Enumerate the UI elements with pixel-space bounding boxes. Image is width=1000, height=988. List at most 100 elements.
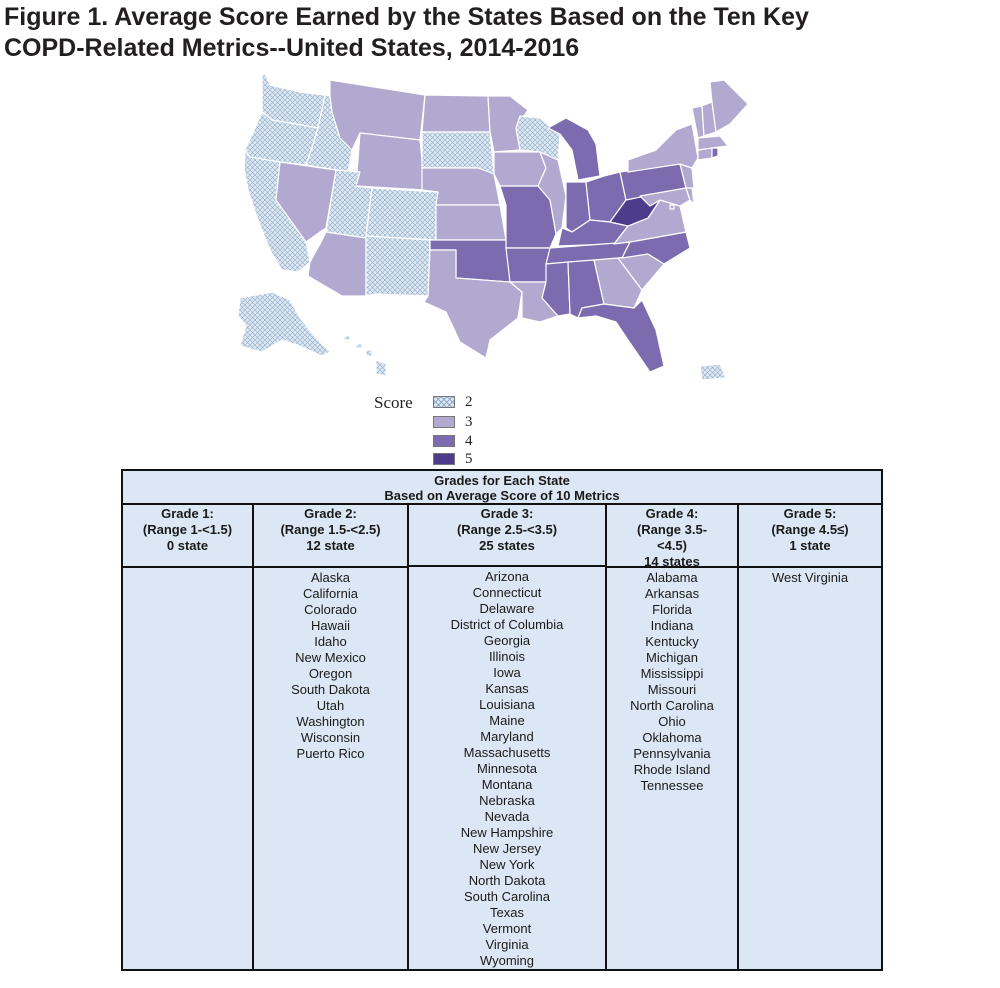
grade-state-item: Pennsylvania (633, 746, 711, 761)
grade-state-item: Texas (490, 905, 524, 920)
grade-state-item: Iowa (493, 665, 521, 680)
grade-state-item: Idaho (314, 634, 347, 649)
grade-state-list: West Virginia (739, 568, 881, 586)
grade-state-item: Hawaii (310, 618, 350, 633)
grades-table: Grades for Each State Based on Average S… (121, 469, 883, 971)
state-AZ (307, 231, 367, 297)
grade-state-item: West Virginia (771, 570, 849, 585)
state-HI (343, 335, 387, 377)
grade-column-2: Grade 2: (Range 1.5-<2.5) 12 state Alask… (254, 505, 409, 969)
grade-state-item: South Dakota (291, 682, 370, 697)
figure-title-line1: Figure 1. Average Score Earned by the St… (4, 3, 809, 31)
grade-state-item: North Dakota (468, 873, 546, 888)
grade-state-item: Florida (652, 602, 692, 617)
legend-label-score-4: 4 (465, 432, 473, 449)
state-IL (537, 151, 567, 235)
grade-state-item: Nebraska (479, 793, 535, 808)
grade-state-item: Wyoming (479, 953, 535, 968)
grade-column-header: Grade 1: (Range 1-<1.5) 0 state (123, 505, 252, 568)
state-MI (547, 117, 601, 181)
grade-range: (Range 1.5-<2.5) (280, 522, 381, 537)
grade-range: (Range 4.5≤) (771, 522, 849, 537)
figure-title-line2: COPD-Related Metrics--United States, 201… (4, 34, 580, 62)
grade-state-item: New Mexico (295, 650, 366, 665)
state-PR (699, 363, 727, 381)
state-CO (365, 187, 439, 241)
state-NY (627, 123, 699, 173)
grade-column-header: Grade 5: (Range 4.5≤) 1 state (739, 505, 881, 568)
grade-column-4: Grade 4: (Range 3.5- <4.5) 14 states Ala… (607, 505, 739, 969)
state-MA (697, 135, 729, 151)
grade-state-item: South Carolina (464, 889, 550, 904)
state-FL (577, 299, 665, 373)
grade-state-item: Rhode Island (633, 762, 711, 777)
grade-state-list: Arizona Connecticut Delaware District of Co… (409, 567, 605, 969)
state-WY (355, 132, 426, 191)
grade-state-list (123, 568, 252, 570)
grade-state-item: Utah (316, 698, 345, 713)
grade-state-item: Missouri (647, 682, 697, 697)
grades-header-line1: Grades for Each State (434, 473, 570, 488)
grade-state-list: Alaska California Colorado Hawaii Idaho New M… (254, 568, 407, 762)
us-states-map (237, 72, 749, 381)
grade-column-header: Grade 2: (Range 1.5-<2.5) 12 state (254, 505, 407, 568)
grade-label: Grade 2: (304, 506, 357, 521)
legend-item-score-4: 4 (433, 433, 473, 449)
grade-state-item: Virginia (485, 937, 529, 952)
grade-column-1: Grade 1: (Range 1-<1.5) 0 state (123, 505, 254, 969)
grade-state-item: New Hampshire (460, 825, 554, 840)
grade-state-item: Louisiana (479, 697, 535, 712)
grade-state-item: Minnesota (477, 761, 537, 776)
grade-columns: Grade 1: (Range 1-<1.5) 0 state Grade 2:… (123, 505, 881, 969)
grade-state-item: Alaska (310, 570, 351, 585)
grade-count: 0 state (166, 538, 209, 553)
state-AR (505, 247, 551, 283)
state-ND (421, 94, 491, 133)
state-GA (593, 257, 643, 309)
state-NM (365, 235, 431, 297)
grade-state-item: Delaware (479, 601, 535, 616)
grade-state-item: Colorado (304, 602, 357, 617)
grade-state-item: Kansas (485, 681, 529, 696)
legend-swatch-score-2 (433, 396, 455, 408)
grade-state-item: Maryland (480, 729, 534, 744)
grade-state-item: Kentucky (645, 634, 699, 649)
grade-state-item: Alabama (646, 570, 698, 585)
legend-label-score-3: 3 (465, 413, 473, 430)
grade-column-3: Grade 3: (Range 2.5-<3.5) 25 states Ariz… (409, 505, 607, 969)
grade-state-item: Mississippi (640, 666, 704, 681)
grade-label: Grade 1: (161, 506, 214, 521)
grade-state-item: Illinois (488, 649, 526, 664)
grade-state-item: Tennessee (640, 778, 704, 793)
grade-range: (Range 1-<1.5) (142, 522, 233, 537)
legend-label-score-2: 2 (465, 393, 473, 410)
grade-state-item: Michigan (645, 650, 699, 665)
state-ME (709, 79, 749, 133)
grade-state-item: Ohio (658, 714, 686, 729)
grade-state-item: Oklahoma (642, 730, 702, 745)
grade-count: 1 state (789, 538, 831, 553)
legend-swatch-score-5 (433, 453, 455, 465)
grade-count: 14 states (644, 554, 700, 569)
grade-state-item: Maine (489, 713, 525, 728)
grade-state-item: Arkansas (644, 586, 700, 601)
legend-swatch-score-3 (433, 416, 455, 428)
grade-state-item: Puerto Rico (296, 746, 365, 761)
state-DC (669, 204, 675, 210)
grade-state-item: Nevada (484, 809, 530, 824)
legend-title: Score (374, 393, 413, 412)
legend-swatch-score-4 (433, 435, 455, 447)
grade-state-item: Washington (296, 714, 365, 729)
grade-state-item: New Jersey (473, 841, 541, 856)
grades-table-header: Grades for Each State Based on Average S… (123, 471, 881, 505)
grade-state-item: Vermont (482, 921, 532, 936)
grade-column-header: Grade 4: (Range 3.5- <4.5) 14 states (607, 505, 737, 569)
grade-label: Grade 3: (480, 506, 534, 521)
grade-count: 12 state (306, 538, 355, 553)
state-AK (237, 291, 331, 357)
grade-range-cont: <4.5) (657, 538, 687, 553)
grade-count: 25 states (479, 538, 535, 553)
grade-state-list: Alabama Arkansas Florida Indiana Kentucky Mic… (607, 568, 737, 794)
grade-range: (Range 2.5-<3.5) (456, 522, 558, 537)
legend-item-score-5: 5 (433, 451, 473, 467)
